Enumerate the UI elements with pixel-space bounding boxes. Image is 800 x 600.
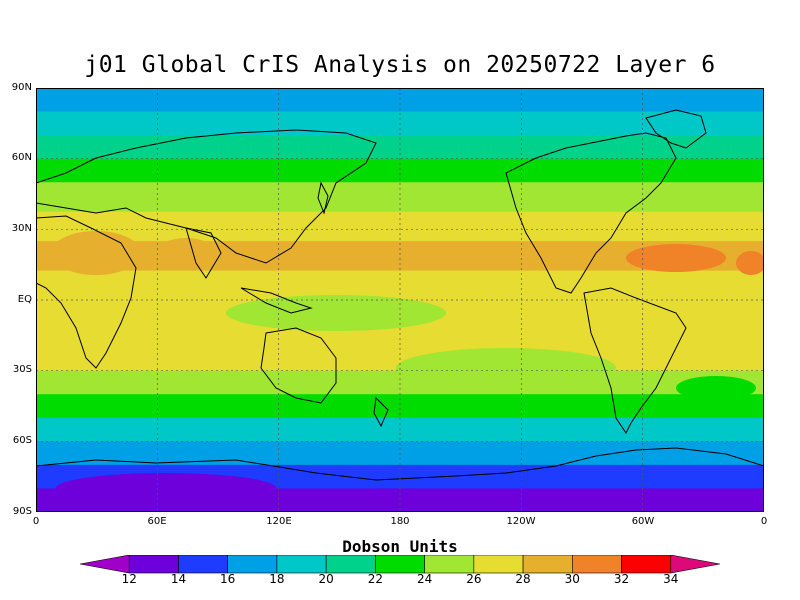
contour-patch — [156, 238, 216, 268]
lon-label: 120W — [506, 516, 536, 527]
lat-label: 90S — [12, 506, 32, 517]
lat-label: 60N — [11, 152, 32, 163]
colorbar-label: 20 — [318, 572, 334, 586]
colorbar-cell — [178, 555, 228, 574]
colorbar-label: 32 — [613, 572, 630, 586]
colorbar-label: 18 — [269, 572, 285, 586]
contour-band — [36, 211, 764, 242]
coastline-africa — [36, 215, 137, 369]
coastline-australia — [260, 327, 337, 404]
contour-patch — [396, 348, 616, 388]
colorbar-arrow-low — [79, 555, 130, 574]
colorbar-cell — [473, 555, 524, 574]
lon-label: 60W — [631, 516, 655, 527]
coastline-maritime-asia — [240, 287, 313, 314]
colorbar-cell — [621, 555, 672, 574]
colorbar-cell — [227, 555, 278, 574]
map-title: j01 Global CrIS Analysis on 20250722 Lay… — [84, 52, 716, 78]
lat-label: 60S — [12, 435, 32, 446]
coastlines — [36, 109, 764, 481]
map-area: 90N 60N 30N EQ 30S 60S 90S 0 60E 120E 18… — [12, 82, 767, 527]
colorbar-label: 30 — [564, 572, 580, 586]
lon-label: 0 — [32, 516, 40, 527]
lon-label: 0 — [760, 516, 768, 527]
colorbar-cell — [424, 555, 475, 574]
colorbar-label: 12 — [121, 572, 137, 586]
colorbar-cell — [522, 555, 573, 574]
colorbar-label: 26 — [466, 572, 482, 586]
colorbar-cell — [572, 555, 622, 574]
ozone-map — [36, 88, 764, 512]
coastline-japan — [317, 181, 329, 215]
colorbar-cell — [325, 555, 376, 574]
contour-band — [36, 182, 764, 213]
colorbar-arrow-high — [670, 555, 721, 574]
colorbar-label: 24 — [416, 572, 433, 586]
lat-label: 30S — [12, 364, 32, 375]
colorbar-label: 28 — [515, 572, 531, 586]
lat-label: 30N — [11, 223, 32, 234]
coastline-new-zealand — [373, 396, 389, 428]
colorbar-cell — [375, 555, 425, 574]
contour-patch — [736, 251, 764, 275]
coastline-greenland — [645, 109, 707, 149]
colorbar-label: 14 — [170, 572, 187, 586]
lat-label: EQ — [17, 294, 32, 305]
contour-patch — [676, 376, 756, 400]
colorbar-label: 16 — [220, 572, 236, 586]
contour-patches — [51, 231, 764, 503]
coastline-eurasia — [36, 129, 377, 264]
contour-patch — [226, 295, 446, 331]
colorbar-cell — [276, 555, 327, 574]
colorbar-title: Dobson Units — [342, 537, 458, 556]
colorbar-label: 34 — [663, 572, 679, 586]
grid-lines — [36, 88, 764, 512]
contour-patch — [56, 473, 276, 503]
map-frame — [36, 88, 764, 512]
lon-label: 120E — [266, 516, 292, 527]
lon-label: 180 — [390, 516, 410, 527]
colorbar — [79, 555, 721, 574]
lon-label: 60E — [147, 516, 167, 527]
contour-patch — [626, 244, 726, 272]
colorbar-cell — [128, 555, 179, 574]
coastline-south-america — [583, 287, 687, 434]
colorbar-label: 22 — [367, 572, 384, 586]
coastline-india — [185, 227, 222, 279]
coastline-north-america — [505, 132, 677, 294]
coastline-antarctica — [36, 447, 764, 481]
lat-label: 90N — [11, 82, 32, 93]
